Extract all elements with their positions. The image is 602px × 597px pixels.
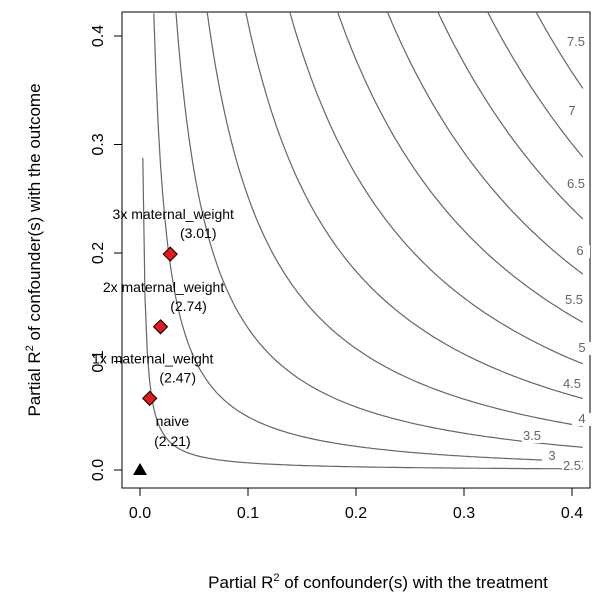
contour-line (535, 12, 584, 89)
bound-diamond-marker (152, 319, 169, 335)
contour-lines (142, 12, 584, 470)
x-tick-label: 0.4 (561, 505, 583, 522)
contour-line (206, 12, 583, 427)
plot-frame (121, 11, 591, 489)
bound-label: 3x maternal_weight (113, 206, 235, 222)
contour-line (245, 12, 583, 400)
y-tick-label: 0.2 (90, 242, 107, 264)
unadjusted-value: (2.21) (154, 433, 191, 449)
contour-label-bg (566, 36, 586, 49)
bound-value: (2.47) (159, 369, 196, 385)
contour-line (142, 157, 583, 470)
contour-line (175, 12, 583, 448)
contour-line (386, 12, 584, 275)
contour-label: 7.5 (567, 34, 585, 49)
bound-markers: naive (2.21) 1x maternal_weight (2.47) 2x ma… (92, 206, 234, 475)
x-tick-label: 0.2 (345, 505, 367, 522)
x-axis: 0.0 0.1 0.2 0.3 0.4 (129, 488, 583, 522)
x-tick-label: 0.1 (237, 505, 259, 522)
y-axis-label: Partial R2 of confounder(s) with the out… (24, 83, 44, 416)
contour-label: 5.5 (565, 292, 583, 307)
contour-label: 5 (578, 340, 585, 355)
y-tick-label: 0.3 (90, 133, 107, 155)
contour-label-bg (570, 245, 590, 258)
bound-value: (3.01) (180, 225, 217, 241)
unadjusted-triangle-marker (133, 463, 147, 475)
contour-label: 6 (576, 243, 583, 258)
contour-label-bg (566, 178, 586, 191)
contour-line (289, 12, 584, 365)
x-tick-label: 0.3 (453, 505, 475, 522)
bound-value: (2.74) (170, 298, 207, 314)
y-tick-label: 0.4 (90, 25, 107, 47)
contour-label-bg (542, 450, 562, 463)
bound-label: 2x maternal_weight (103, 279, 225, 295)
contour-label: 3.5 (523, 428, 541, 443)
contour-label-bg (562, 105, 582, 118)
contour-line (437, 12, 584, 220)
unadjusted-label: naive (156, 413, 190, 429)
contour-label: 4.5 (563, 376, 581, 391)
contour-label: 6.5 (567, 176, 585, 191)
contour-label: 2.5 (563, 458, 581, 473)
contour-line (153, 13, 583, 463)
y-tick-label: 0.0 (90, 459, 107, 481)
contour-label-bg (572, 342, 592, 355)
contour-labels: 2.5 3 3.5 4 4.5 5 5.5 6 6.5 7 7.5 (522, 34, 592, 473)
bound-diamond-marker (162, 246, 178, 262)
y-axis: 0.0 0.1 0.2 0.3 0.4 (90, 25, 122, 481)
contour-label-bg (562, 460, 582, 473)
contour-label: 7 (568, 103, 575, 118)
bound-diamond-marker (142, 390, 158, 407)
bound-label: 1x maternal_weight (92, 350, 214, 366)
contour-label-bg (572, 413, 592, 426)
x-tick-label: 0.0 (129, 505, 151, 522)
contour-label-bg (522, 430, 542, 443)
x-axis-label: Partial R2 of confounder(s) with the tre… (208, 572, 548, 592)
contour-label: 3 (548, 448, 555, 463)
contour-label-bg (564, 294, 584, 307)
contour-label-bg (562, 378, 582, 391)
y-tick-label: 0.1 (90, 350, 107, 372)
contour-line (336, 12, 584, 323)
contour-line (486, 12, 584, 158)
contour-label: 4 (578, 411, 585, 426)
